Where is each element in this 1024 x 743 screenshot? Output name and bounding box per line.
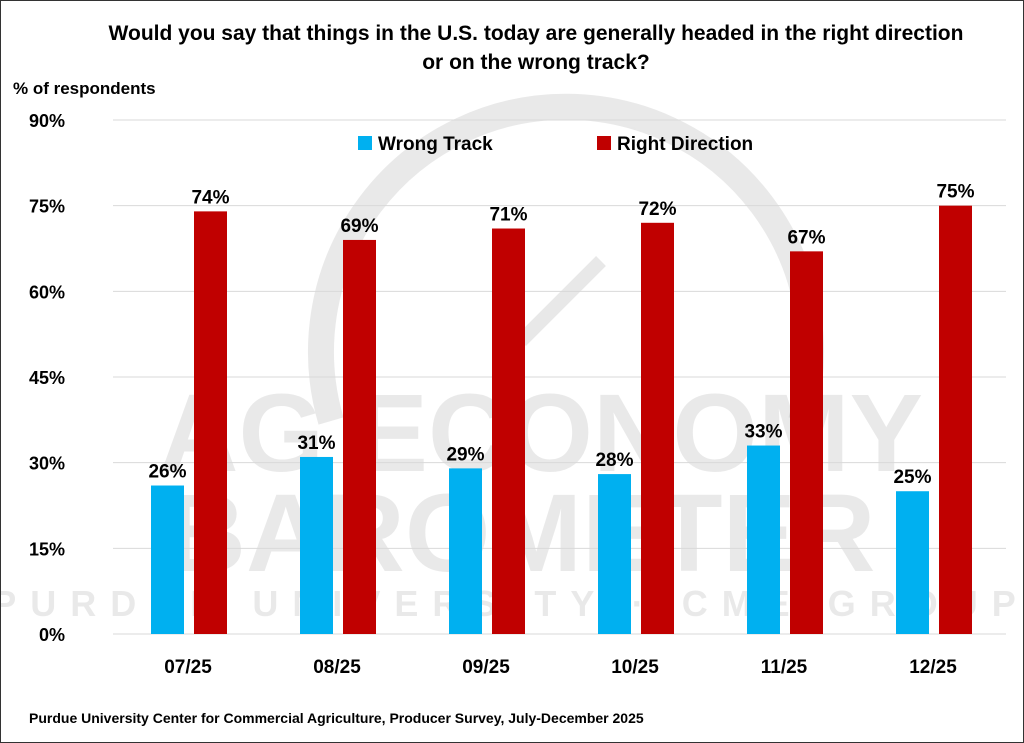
legend-label: Right Direction (617, 134, 753, 155)
y-tick-label: 75% (29, 197, 65, 217)
data-label: 75% (936, 182, 974, 203)
legend-swatch (597, 136, 611, 150)
source-note: Purdue University Center for Commercial … (29, 710, 644, 726)
x-tick-label: 08/25 (313, 657, 361, 678)
data-label: 69% (340, 216, 378, 237)
bar-right-direction (939, 205, 972, 634)
y-tick-label: 30% (29, 454, 65, 474)
data-label: 33% (744, 422, 782, 443)
bar-wrong-track (896, 491, 929, 634)
data-label: 28% (595, 450, 633, 471)
data-label: 26% (148, 462, 186, 483)
x-tick-label: 10/25 (611, 657, 659, 678)
y-tick-label: 45% (29, 368, 65, 388)
chart-title: Would you say that things in the U.S. to… (108, 22, 964, 74)
data-label: 25% (893, 467, 931, 488)
data-label: 67% (787, 227, 825, 248)
bar-right-direction (194, 211, 227, 634)
x-tick-label: 07/25 (164, 657, 212, 678)
y-tick-label: 60% (29, 282, 65, 302)
y-tick-label: 15% (29, 539, 65, 559)
bar-wrong-track (598, 474, 631, 634)
bar-right-direction (641, 222, 674, 635)
x-tick-label: 11/25 (761, 657, 808, 678)
bar-right-direction (790, 251, 823, 634)
data-label: 71% (489, 205, 527, 226)
data-label: 29% (446, 444, 484, 465)
bar-wrong-track (151, 485, 184, 634)
x-tick-label: 09/25 (462, 657, 510, 678)
bar-wrong-track (747, 445, 780, 634)
legend-swatch (358, 136, 372, 150)
data-label: 31% (297, 433, 335, 454)
data-label: 74% (191, 187, 229, 208)
bar-right-direction (343, 239, 376, 634)
y-axis-label: % of respondents (13, 79, 156, 98)
bar-right-direction (492, 228, 525, 634)
data-label: 72% (638, 199, 676, 220)
y-tick-label: 0% (39, 625, 65, 645)
legend-label: Wrong Track (378, 134, 493, 155)
bar-wrong-track (449, 468, 482, 634)
y-tick-label: 90% (29, 111, 65, 131)
x-tick-label: 12/25 (909, 657, 957, 678)
bar-wrong-track (300, 456, 333, 634)
